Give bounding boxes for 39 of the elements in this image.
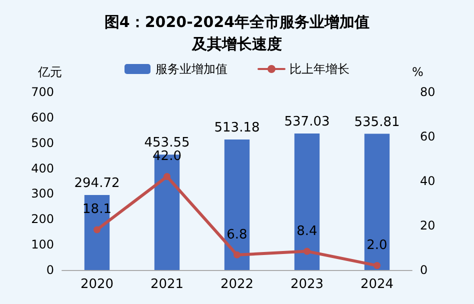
y-tick-label: 100 bbox=[31, 238, 54, 252]
x-tick-label: 2020 bbox=[80, 277, 114, 292]
point bbox=[234, 251, 240, 258]
y2-tick-label: 60 bbox=[420, 130, 436, 144]
y2-tick-label: 40 bbox=[420, 174, 436, 188]
bar bbox=[294, 133, 320, 270]
y2-tick-label: 0 bbox=[420, 263, 428, 277]
x-tick-label: 2023 bbox=[290, 277, 324, 292]
y-tick-label: 400 bbox=[31, 161, 54, 176]
text: 513.18 bbox=[214, 120, 260, 136]
text: 453.55 bbox=[144, 136, 190, 151]
data-label: 2.0 bbox=[366, 238, 388, 254]
text: 537.03 bbox=[284, 114, 330, 130]
point bbox=[94, 226, 100, 234]
x-tick-label: 2022 bbox=[220, 277, 254, 292]
data-label: 6.8 bbox=[226, 227, 248, 242]
bar bbox=[364, 134, 390, 270]
bar bbox=[224, 140, 250, 270]
text: 294.72 bbox=[74, 176, 120, 192]
y-tick-label: 600 bbox=[31, 110, 54, 124]
x-tick-label: 2024 bbox=[360, 277, 394, 292]
point bbox=[304, 248, 310, 255]
data-label: 8.4 bbox=[296, 224, 318, 239]
y-tick-label: 200 bbox=[31, 212, 54, 226]
y-axis-title: 亿元 bbox=[37, 65, 62, 79]
point bbox=[164, 173, 170, 180]
legend-label: 服务业增加值 bbox=[156, 62, 228, 76]
chart-title: 图4：2020-2024年全市服务业增加值及其增长速度 bbox=[104, 13, 370, 53]
y-tick-label: 300 bbox=[31, 186, 54, 201]
x-tick-label: 2021 bbox=[150, 277, 184, 292]
text: 535.81 bbox=[354, 114, 400, 130]
y2-tick-label: 80 bbox=[420, 85, 436, 99]
y2-tick-label: 20 bbox=[420, 218, 436, 232]
y2-axis-title: % bbox=[412, 65, 424, 79]
y-tick-label: 0 bbox=[46, 263, 54, 277]
point bbox=[374, 262, 380, 270]
y-tick-label: 500 bbox=[31, 136, 54, 150]
y-tick-label: 700 bbox=[31, 85, 54, 99]
legend-label: 比上年增长 bbox=[290, 62, 350, 76]
